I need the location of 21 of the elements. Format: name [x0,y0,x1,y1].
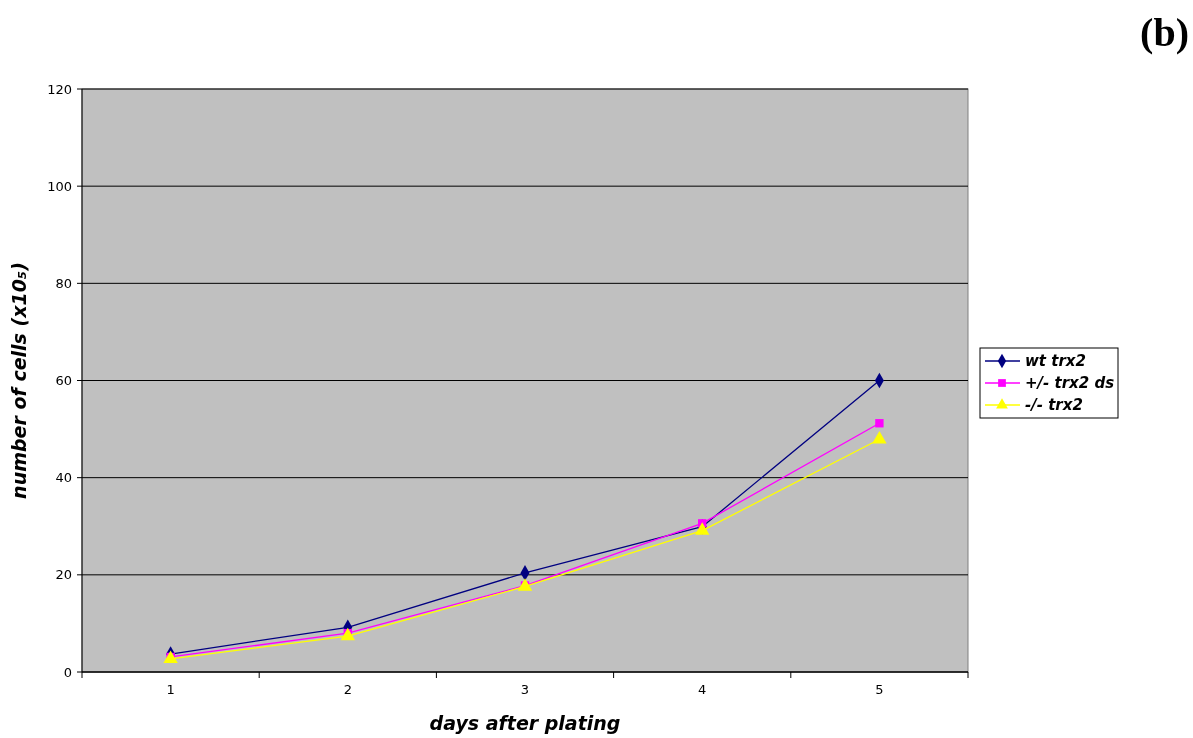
legend-label: +/- trx2 ds [1025,374,1115,393]
y-axis-title: number of cells (x10₅) [8,262,30,499]
y-tick-label: 20 [55,567,72,583]
y-tick-label: 80 [55,275,72,291]
y-tick-label: 120 [47,81,72,97]
x-tick-label: 4 [698,682,707,697]
point [694,522,710,535]
legend-label: -/- trx2 [1025,396,1083,415]
point [875,419,884,428]
legend-label: wt trx2 [1025,352,1086,371]
point [340,627,356,641]
x-tick-label: 5 [875,682,884,697]
text: (b) [1140,10,1189,55]
y-tick-label: 40 [55,470,72,486]
y-tick-label: 100 [47,178,72,194]
x-tick-label: 2 [343,682,352,697]
x-tick-label: 1 [166,682,175,697]
y-tick-label: 0 [63,664,72,680]
y-tick-label: 60 [55,373,72,389]
x-tick-label: 3 [520,682,530,697]
x-axis-title: days after plating [429,712,621,734]
